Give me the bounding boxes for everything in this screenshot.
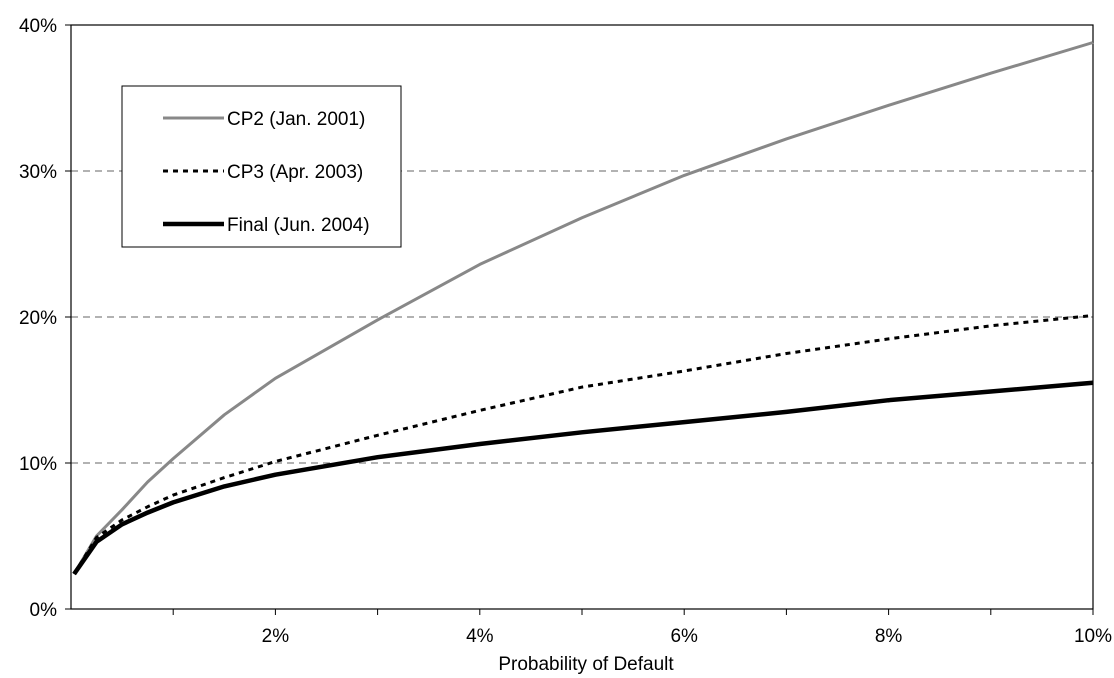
- y-tick-label-4: 40%: [19, 16, 57, 37]
- y-axis: 0% 10% 20% 30% 40%: [19, 16, 71, 621]
- legend-box: [121, 85, 402, 248]
- x-tick-label-4: 10%: [1074, 626, 1112, 647]
- series-lines: [72, 41, 1094, 576]
- legend-label-0: CP2 (Jan. 2001): [227, 109, 365, 130]
- x-axis-title: Probability of Default: [498, 654, 674, 675]
- y-tick-label-3: 30%: [19, 162, 57, 183]
- legend-label-2: Final (Jun. 2004): [227, 215, 370, 236]
- x-tick-label-2: 6%: [670, 626, 698, 647]
- x-tick-label-1: 4%: [466, 626, 494, 647]
- y-tick-label-2: 20%: [19, 308, 57, 329]
- x-tick-label-3: 8%: [875, 626, 903, 647]
- series-line-2: [72, 380, 1094, 576]
- series-line-1: [72, 314, 1094, 575]
- y-tick-label-0: 0%: [30, 600, 58, 621]
- legend-label-1: CP3 (Apr. 2003): [227, 162, 363, 183]
- x-axis: 2% 4% 6% 8% 10%: [172, 609, 1112, 647]
- legend: CP2 (Jan. 2001) CP3 (Apr. 2003) Final (Jun…: [121, 85, 402, 248]
- series-line-0: [72, 41, 1094, 575]
- y-tick-label-1: 10%: [19, 454, 57, 475]
- x-tick-label-0: 2%: [262, 626, 290, 647]
